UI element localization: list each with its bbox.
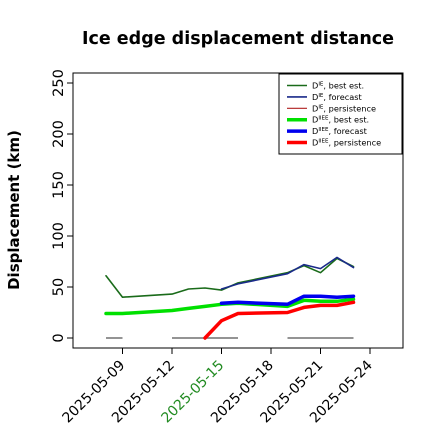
- legend-label-3: DIIEE, best est.: [312, 115, 369, 125]
- series-line-5: [203, 300, 356, 340]
- y-axis-label: Displacement (km): [5, 130, 23, 290]
- y-tick-label-0: 0: [51, 333, 67, 342]
- legend-label-2: DIE, persistence: [312, 103, 376, 113]
- series-line-0: [105, 257, 355, 299]
- series-line-1: [220, 256, 355, 290]
- y-tick-label-2: 100: [51, 222, 67, 250]
- y-tick-label-1: 50: [51, 278, 67, 296]
- y-tick-label-5: 250: [51, 69, 67, 97]
- legend-box: [278, 73, 403, 155]
- legend-label-1: DIE, forecast: [312, 92, 363, 102]
- series-line-4: [219, 294, 356, 307]
- plot-frame: [72, 72, 404, 349]
- legend-label-5: DIIEE, persistence: [312, 138, 381, 148]
- y-tick-label-3: 150: [51, 171, 67, 199]
- plot-area: [104, 256, 356, 340]
- legend-label-0: DIE, best est.: [312, 81, 364, 91]
- y-tick-label-4: 200: [51, 120, 67, 148]
- chart-title: Ice edge displacement distance: [82, 29, 394, 49]
- legend-label-4: DIIEE, forecast: [312, 126, 368, 136]
